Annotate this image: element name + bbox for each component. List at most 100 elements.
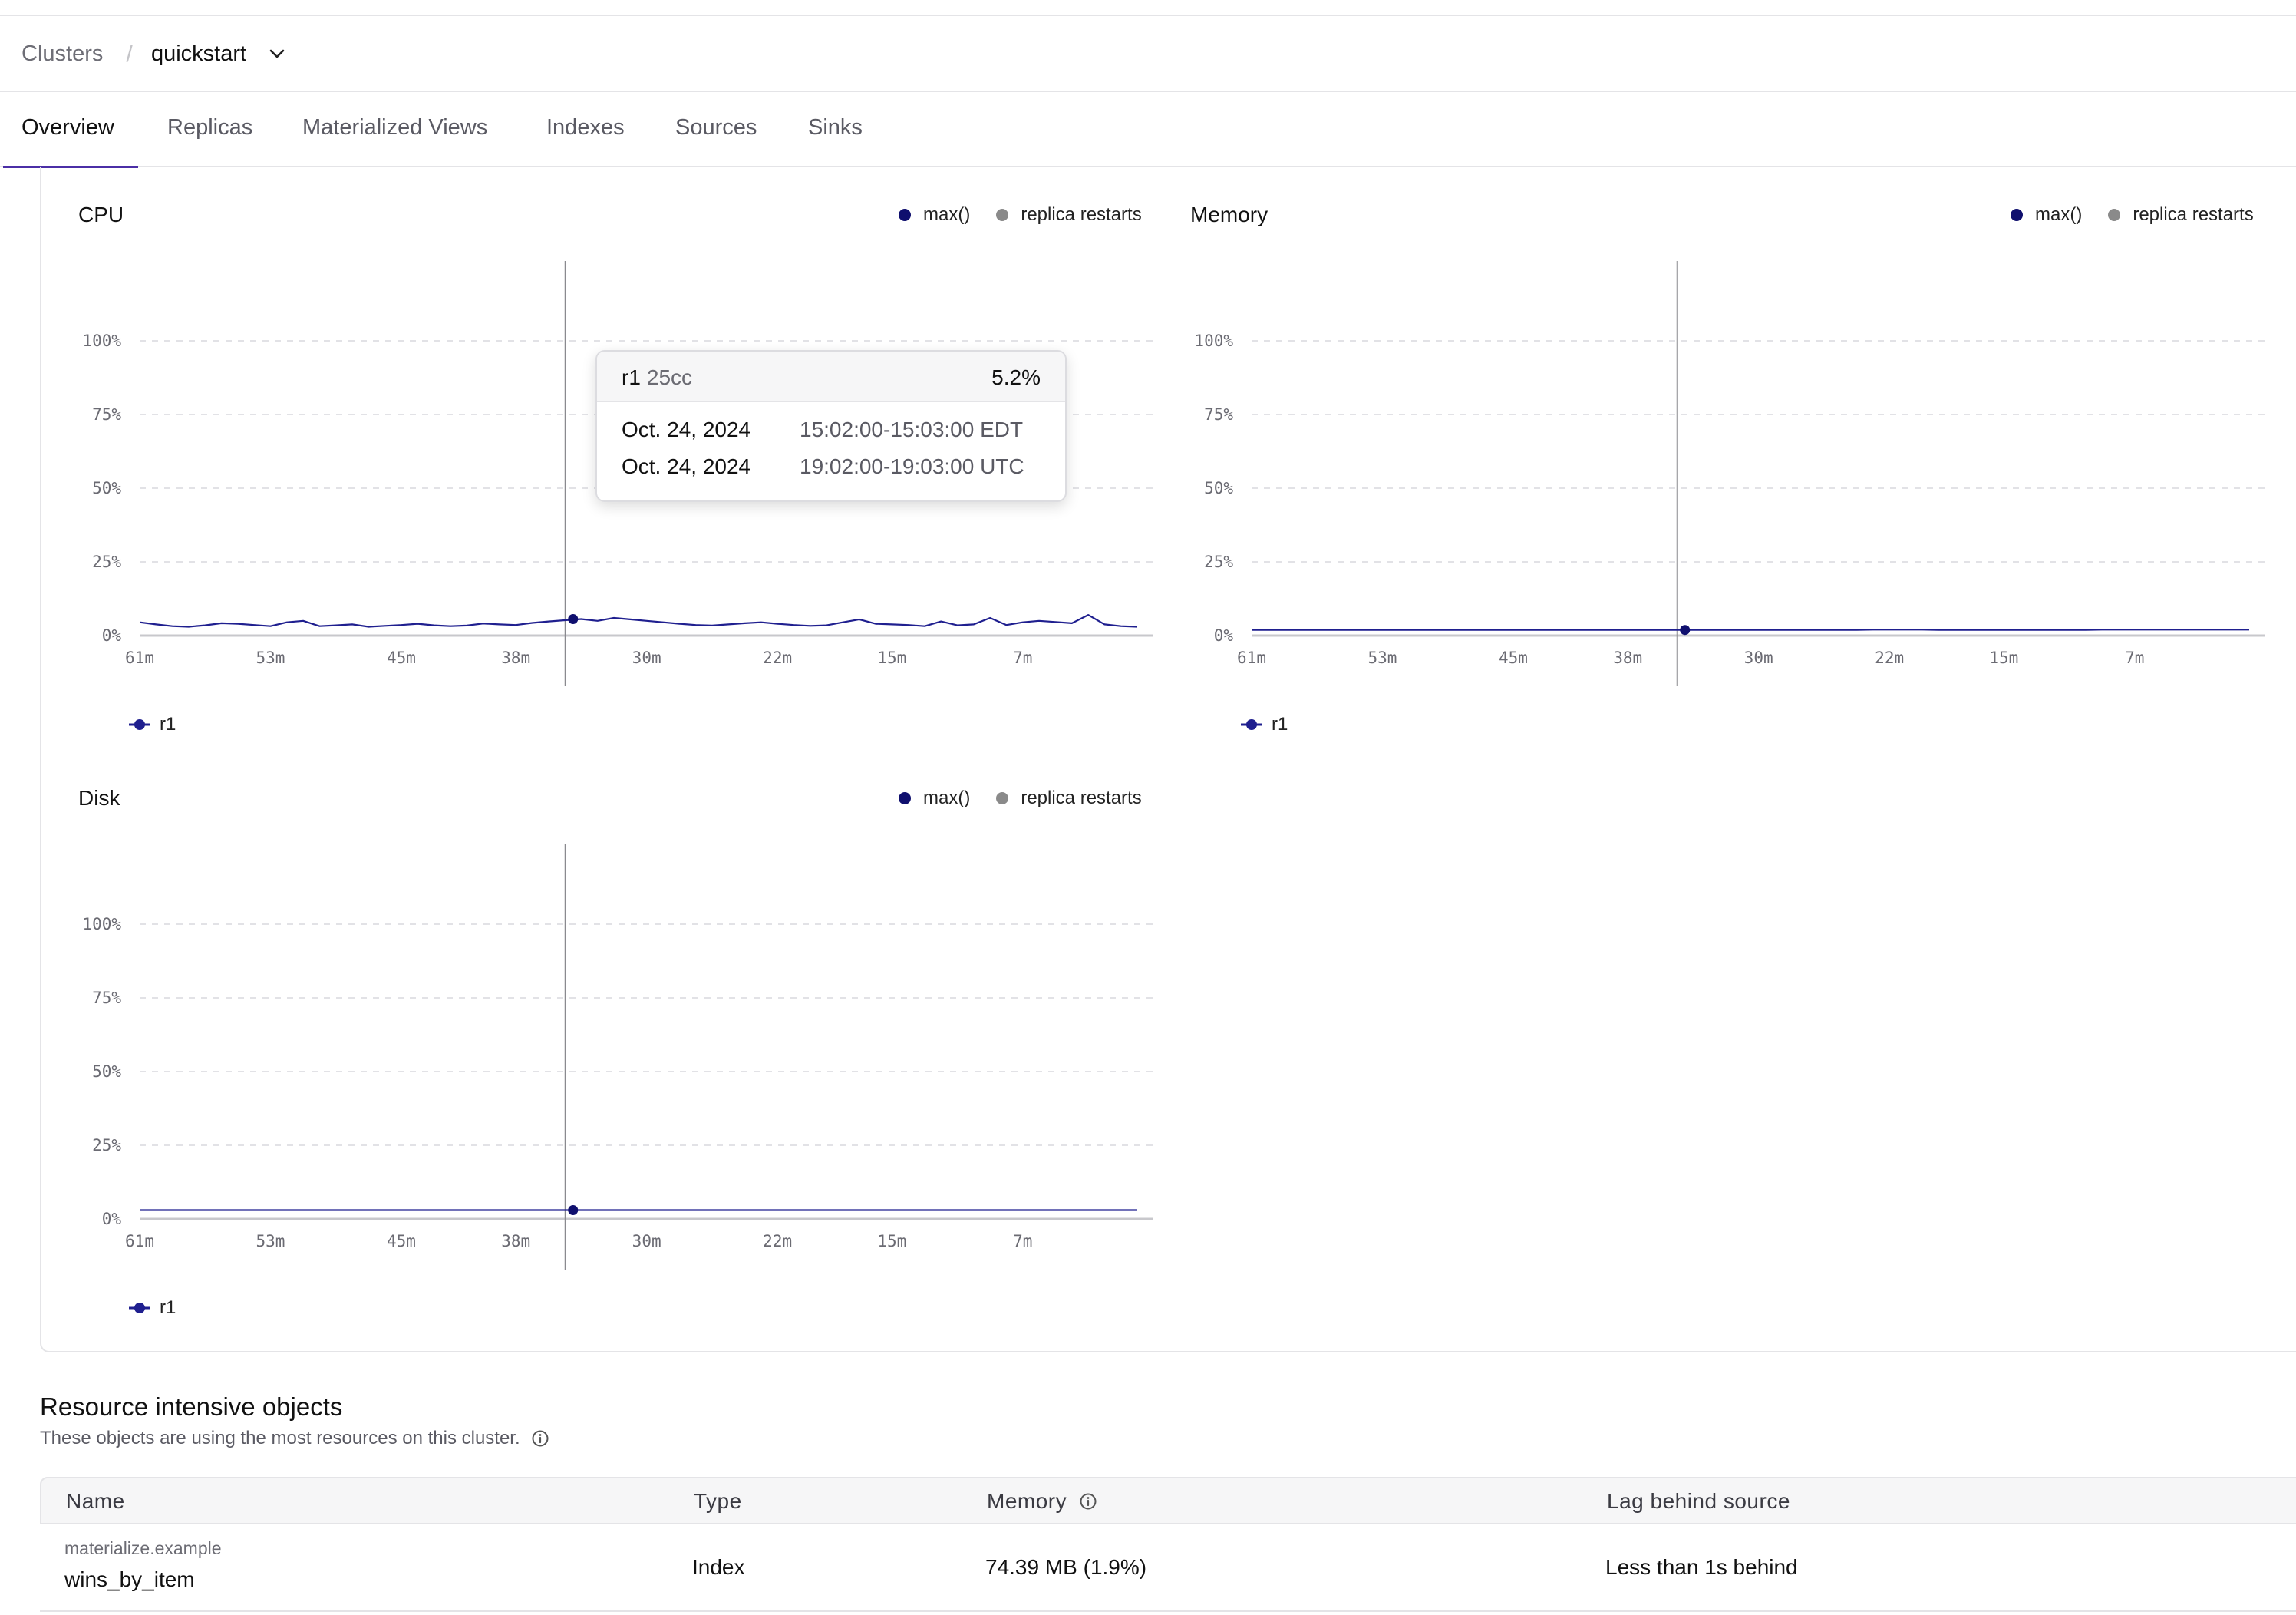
tab-sources[interactable]: Sources xyxy=(675,115,757,140)
y-tick-label: 75% xyxy=(92,989,121,1007)
cpu-chart-legend: max() replica restarts xyxy=(899,204,1142,226)
restarts-legend-dot xyxy=(996,209,1009,221)
tooltip-date: Oct. 24, 2024 xyxy=(622,418,751,441)
y-tick-label: 0% xyxy=(102,626,122,645)
memory-chart[interactable]: 0% 25% 50% 75% 100% 61m 53m 45m 38m 30m 22m 15m 7m xyxy=(1173,258,2278,686)
chart-tooltip: r1 25cc 5.2% Oct. 24, 2024 15:02:00-15:03:… xyxy=(595,350,1067,502)
object-name[interactable]: wins_by_item xyxy=(64,1567,195,1591)
restarts-legend-label: replica restarts xyxy=(1021,204,1142,225)
chevron-down-icon[interactable] xyxy=(266,43,288,64)
column-header-memory[interactable]: Memory xyxy=(987,1489,1097,1514)
tooltip-row-local: Oct. 24, 2024 15:02:00-15:03:00 EDT xyxy=(622,418,1023,442)
cpu-chart[interactable]: 0% 25% 50% 75% 100% 61m 53m 45m 38m 30m 22m 15m 7m xyxy=(61,258,1166,686)
x-tick-label: 38m xyxy=(501,649,530,667)
x-tick-label: 30m xyxy=(632,1232,661,1250)
tab-overview[interactable]: Overview xyxy=(21,115,114,140)
x-tick-label: 30m xyxy=(632,649,661,667)
x-tick-label: 53m xyxy=(256,649,285,667)
x-tick-label: 61m xyxy=(125,649,154,667)
object-lag: Less than 1s behind xyxy=(1605,1555,1798,1579)
resources-title: Resource intensive objects xyxy=(40,1392,343,1421)
top-border xyxy=(0,0,2296,16)
restarts-legend-label: replica restarts xyxy=(2133,204,2254,225)
y-tick-label: 25% xyxy=(92,553,121,571)
disk-chart-legend: max() replica restarts xyxy=(899,788,1142,809)
y-tick-label: 0% xyxy=(102,1210,122,1228)
info-icon[interactable] xyxy=(1079,1492,1097,1511)
x-tick-label: 22m xyxy=(1875,649,1904,667)
max-legend-label: max() xyxy=(923,204,971,225)
object-schema: materialize.example xyxy=(64,1538,222,1558)
cpu-series-legend[interactable]: r1 xyxy=(127,714,176,735)
memory-series-name: r1 xyxy=(1272,714,1288,735)
memory-chart-title: Memory xyxy=(1190,203,1268,226)
series-line-marker-icon xyxy=(129,1303,150,1313)
tooltip-replica: r1 25cc xyxy=(622,365,692,390)
y-tick-label: 50% xyxy=(92,1062,121,1081)
x-tick-label: 7m xyxy=(1013,649,1032,667)
charts-panel xyxy=(40,167,2296,1352)
tooltip-date: Oct. 24, 2024 xyxy=(622,454,751,478)
tooltip-value: 5.2% xyxy=(991,365,1041,389)
column-header-name[interactable]: Name xyxy=(66,1489,125,1513)
x-tick-label: 53m xyxy=(1368,649,1397,667)
resources-subtitle-text: These objects are using the most resourc… xyxy=(40,1428,520,1448)
column-header-lag[interactable]: Lag behind source xyxy=(1607,1489,1790,1513)
disk-chart[interactable]: 0% 25% 50% 75% 100% 61m 53m 45m 38m 30m 22m 15m 7m xyxy=(61,841,1166,1270)
disk-chart-title: Disk xyxy=(78,786,120,810)
y-tick-label: 100% xyxy=(1194,332,1233,350)
tooltip-replica-size: 25cc xyxy=(646,365,693,389)
x-tick-label: 7m xyxy=(2125,649,2144,667)
max-legend-dot xyxy=(899,209,911,221)
memory-chart-legend: max() replica restarts xyxy=(2011,204,2254,226)
disk-series-legend[interactable]: r1 xyxy=(127,1297,176,1319)
breadcrumb-separator: / xyxy=(126,40,133,67)
tab-sinks[interactable]: Sinks xyxy=(808,115,863,140)
breadcrumb: Clusters / quickstart xyxy=(21,37,288,71)
max-legend-label: max() xyxy=(2035,204,2083,225)
restarts-legend-dot xyxy=(996,792,1009,804)
y-tick-label: 50% xyxy=(1204,479,1233,497)
max-legend-dot xyxy=(899,792,911,804)
x-tick-label: 61m xyxy=(1237,649,1266,667)
tooltip-time: 19:02:00-19:03:00 UTC xyxy=(800,454,1024,478)
cpu-chart-title: CPU xyxy=(78,203,124,226)
hover-point xyxy=(1680,625,1691,636)
breadcrumb-clusters-link[interactable]: Clusters xyxy=(21,41,104,66)
x-tick-label: 15m xyxy=(877,649,906,667)
max-legend-label: max() xyxy=(923,788,971,808)
x-tick-label: 53m xyxy=(256,1232,285,1250)
x-tick-label: 61m xyxy=(125,1232,154,1250)
active-tab-indicator xyxy=(3,166,138,168)
info-icon[interactable] xyxy=(531,1429,549,1448)
y-tick-label: 50% xyxy=(92,479,121,497)
tab-indexes[interactable]: Indexes xyxy=(546,115,625,140)
x-tick-label: 22m xyxy=(763,649,792,667)
x-tick-label: 45m xyxy=(387,1232,416,1250)
y-tick-label: 0% xyxy=(1214,626,1234,645)
x-tick-label: 38m xyxy=(501,1232,530,1250)
tab-replicas[interactable]: Replicas xyxy=(167,115,253,140)
y-tick-label: 75% xyxy=(1204,405,1233,424)
series-line-marker-icon xyxy=(1241,719,1262,730)
series-line-r1 xyxy=(139,614,1138,628)
hover-point xyxy=(568,1204,579,1215)
object-memory: 74.39 MB (1.9%) xyxy=(985,1555,1147,1579)
column-header-type[interactable]: Type xyxy=(694,1489,742,1513)
object-type: Index xyxy=(692,1555,745,1579)
x-tick-label: 22m xyxy=(763,1232,792,1250)
tooltip-time: 15:02:00-15:03:00 EDT xyxy=(800,418,1024,441)
tab-materialized-views[interactable]: Materialized Views xyxy=(302,115,488,140)
y-tick-label: 100% xyxy=(82,915,121,933)
resources-subtitle: These objects are using the most resourc… xyxy=(40,1428,549,1449)
x-tick-label: 7m xyxy=(1013,1232,1032,1250)
breadcrumb-cluster-name[interactable]: quickstart xyxy=(150,41,247,66)
table-row[interactable]: materialize.example wins_by_item Index 7… xyxy=(40,1524,2296,1612)
x-tick-label: 15m xyxy=(1989,649,2018,667)
hover-point xyxy=(568,613,579,624)
restarts-legend-label: replica restarts xyxy=(1021,788,1142,808)
tooltip-replica-name: r1 xyxy=(622,365,641,389)
memory-series-legend[interactable]: r1 xyxy=(1239,714,1288,735)
x-tick-label: 45m xyxy=(1499,649,1528,667)
tooltip-header: r1 25cc 5.2% xyxy=(597,352,1065,402)
